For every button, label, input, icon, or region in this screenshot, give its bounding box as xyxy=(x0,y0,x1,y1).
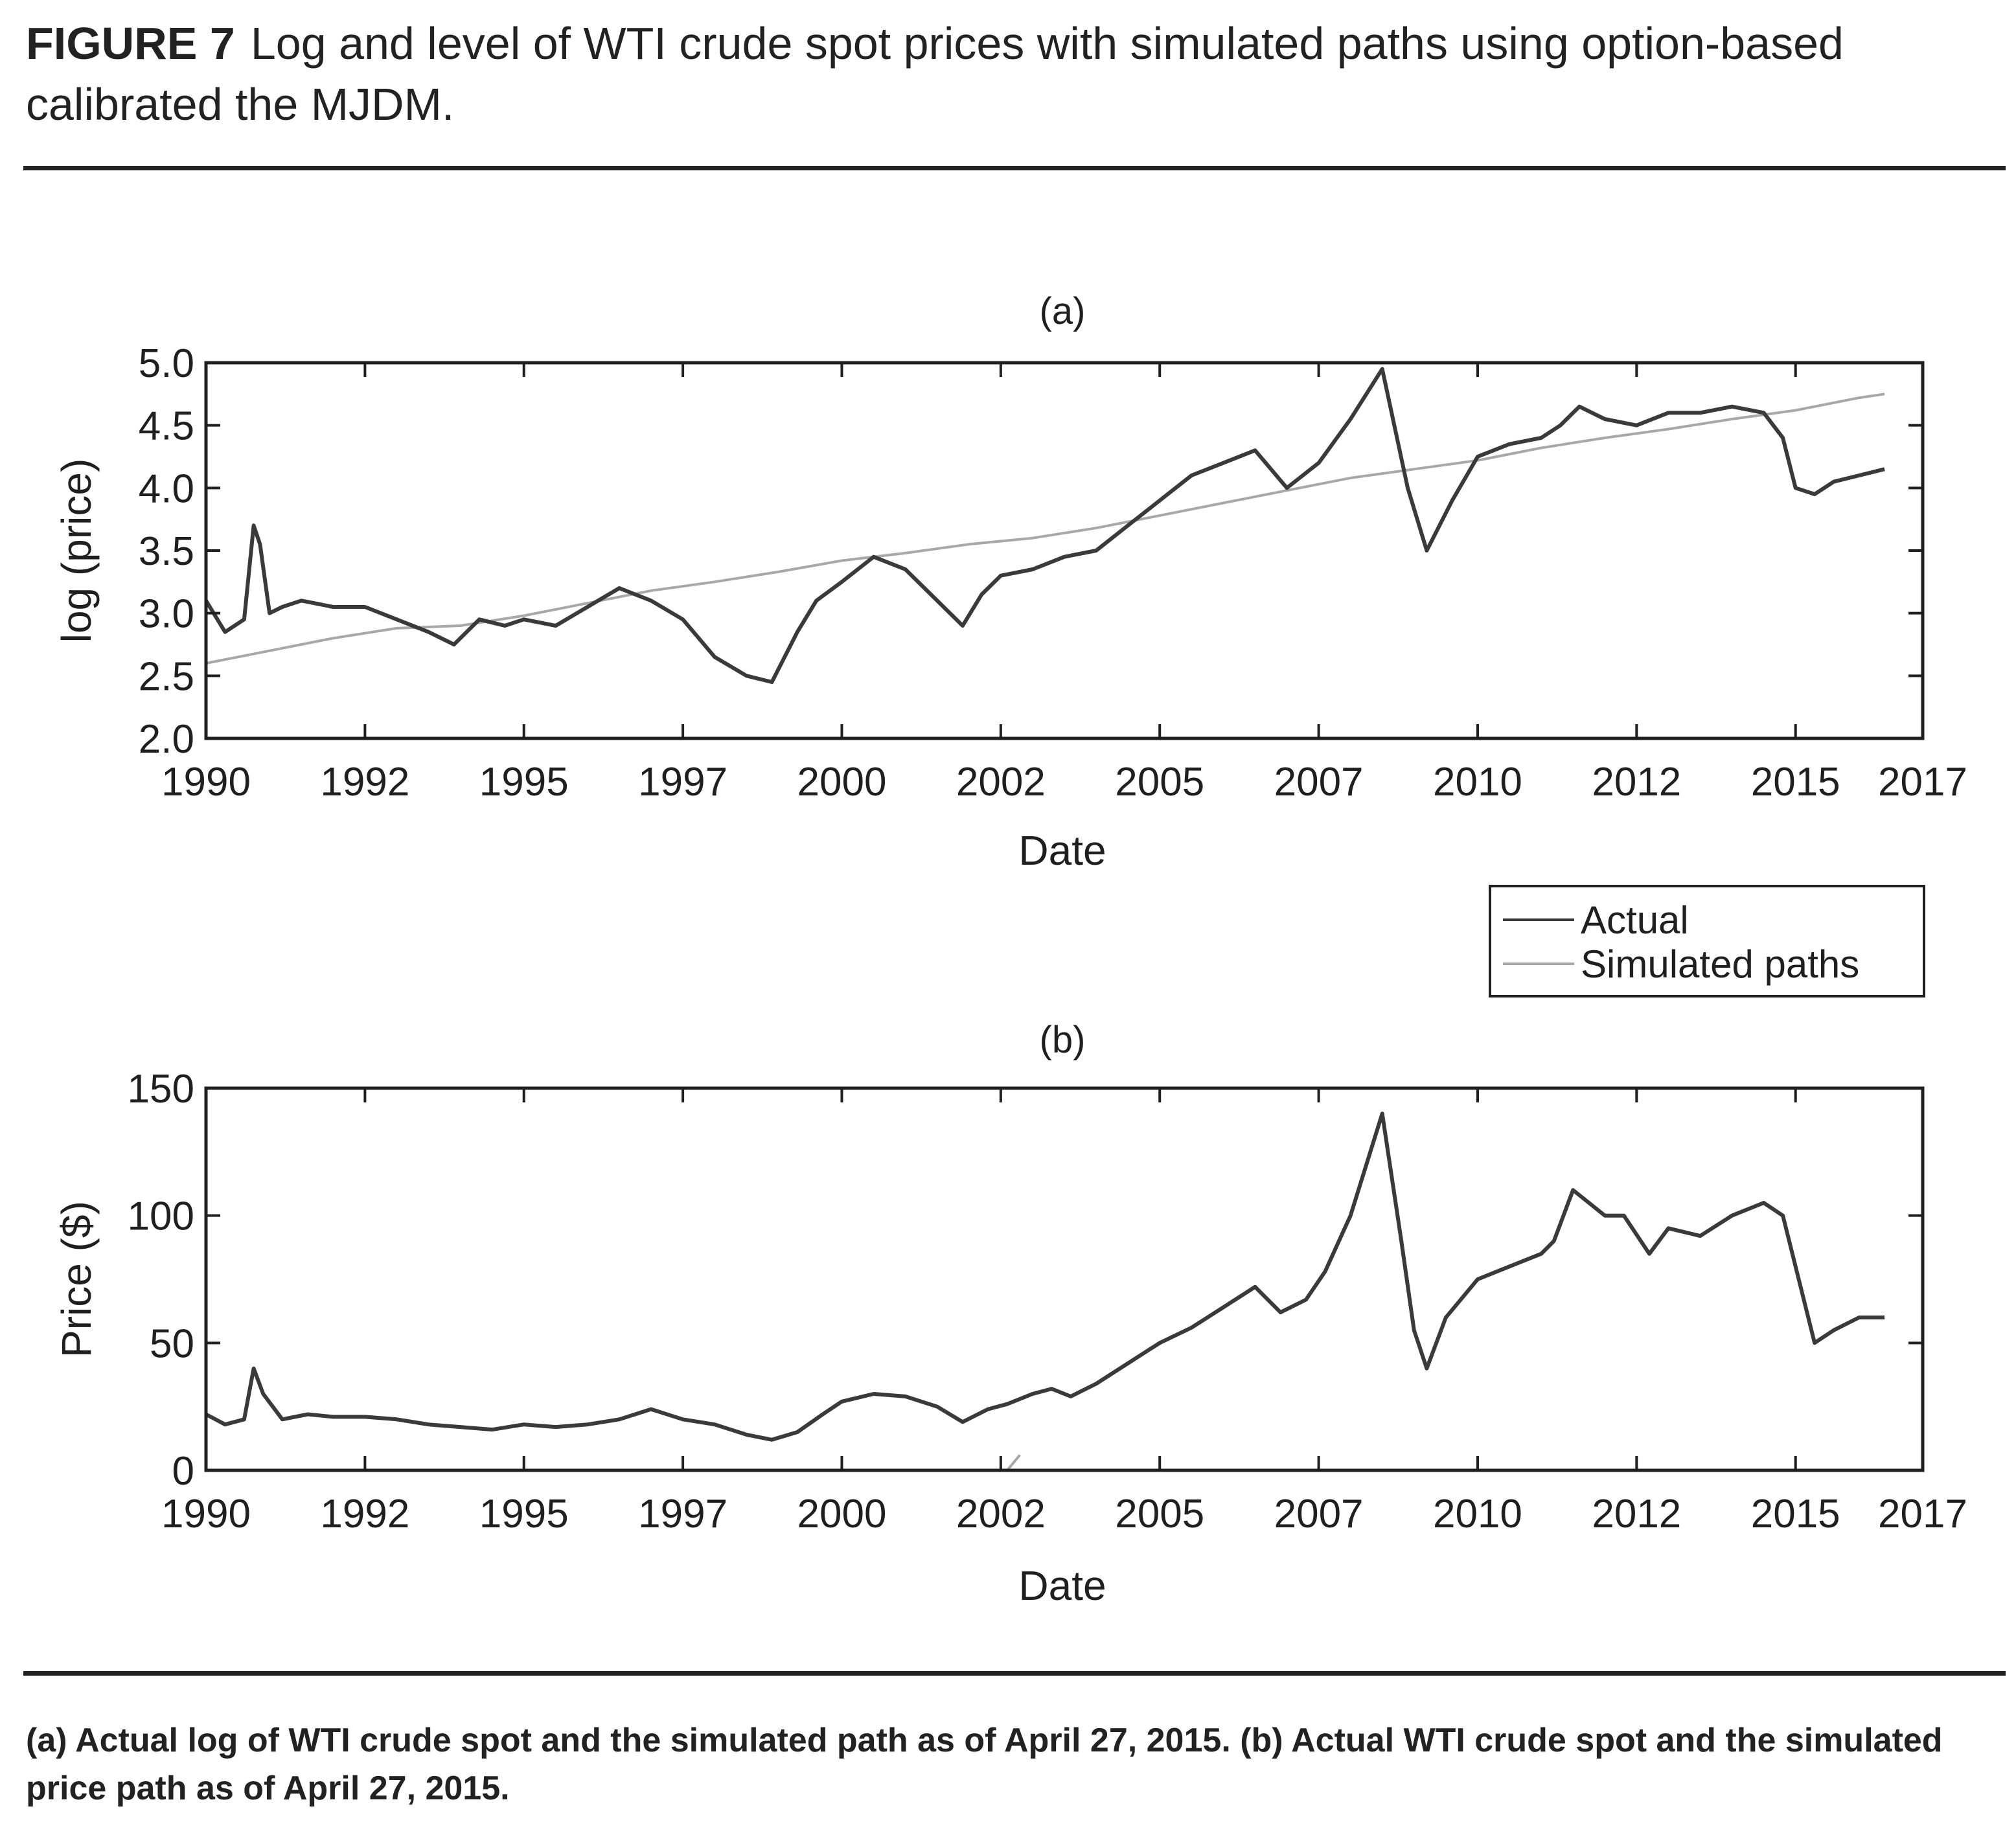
panel-b-series-actual-line xyxy=(205,1111,1885,1442)
figure-footnote: (a) Actual log of WTI crude spot and the… xyxy=(26,1722,1943,1807)
panel-b-x-tick-label: 1997 xyxy=(638,1492,727,1536)
panel-a-x-tick-label: 2015 xyxy=(1751,760,1840,804)
legend-box xyxy=(1489,885,1925,997)
panel-a-x-tick-label: 1995 xyxy=(479,760,569,804)
panel-a-y-tick-label: 3.0 xyxy=(139,592,194,637)
panel-a-series-simulated-line xyxy=(205,393,1885,665)
panel-a-y-tick-label: 2.0 xyxy=(139,717,194,762)
panel-b-x-axis-title: Date xyxy=(1018,1562,1106,1609)
panel-a-x-tick-label: 2007 xyxy=(1274,760,1364,804)
panel-b-y-axis-title: Price ($) xyxy=(53,1201,100,1358)
panel-b-x-tick-label: 2000 xyxy=(797,1492,887,1536)
top-rule xyxy=(23,166,2006,170)
panel-a-x-tick-label: 1990 xyxy=(161,760,251,804)
panel-b-series-simulated-line xyxy=(1006,1454,1021,1472)
panel-b-y-tick-label: 0 xyxy=(172,1449,194,1494)
panel-a-plot-frame xyxy=(204,361,1925,740)
panel-b-x-tick-label: 2002 xyxy=(956,1492,1046,1536)
bottom-rule xyxy=(23,1671,2006,1676)
panel-a-x-axis-title: Date xyxy=(1018,827,1106,874)
panel-b-x-tick-label: 1990 xyxy=(161,1492,251,1536)
panel-a-y-tick-label: 5.0 xyxy=(139,341,194,386)
panel-b-x-tick-label: 1995 xyxy=(479,1492,569,1536)
panel-a-y-axis-title: log (price) xyxy=(53,459,100,643)
panel-b-title: (b) xyxy=(1040,1019,1086,1061)
panel-b-y-tick-label: 100 xyxy=(128,1194,194,1239)
panel-b-x-tick-label: 2005 xyxy=(1115,1492,1204,1536)
panel-a-x-tick-label: 2005 xyxy=(1115,760,1204,804)
legend: Actual Simulated paths xyxy=(1489,885,1925,997)
panel-b-x-tick-label: 2015 xyxy=(1751,1492,1840,1536)
panel-a-series-actual-line xyxy=(204,367,1885,684)
panel-a-x-tick-label: 1997 xyxy=(638,760,727,804)
panel-a-y-tick-label: 4.0 xyxy=(139,466,194,511)
panel-b-y-tick-label: 50 xyxy=(150,1321,194,1366)
panel-a-y-tick-label: 2.5 xyxy=(139,654,194,699)
panel-a-x-tick-label: 2002 xyxy=(956,760,1046,804)
panel-b-x-tick-label: 2007 xyxy=(1274,1492,1364,1536)
panel-a-x-tick-label: 2012 xyxy=(1592,760,1681,804)
panel-b-x-tick-label: 2017 xyxy=(1878,1492,1967,1536)
figure-label: FIGURE 7 xyxy=(26,18,235,69)
panel-a-title: (a) xyxy=(1040,290,1086,332)
panel-a-x-tick-label: 2017 xyxy=(1878,760,1967,804)
panel-a-y-tick-label: 4.5 xyxy=(139,404,194,449)
panel-b-x-tick-label: 2012 xyxy=(1592,1492,1681,1536)
panel-a-x-tick-label: 1992 xyxy=(320,760,409,804)
panel-b-plot-frame xyxy=(204,1086,1925,1472)
figure-caption: FIGURE 7 Log and level of WTI crude spot … xyxy=(26,13,1995,135)
legend-actual-label: Actual xyxy=(1581,898,1689,942)
panel-a-y-tick-label: 3.5 xyxy=(139,529,194,574)
figure-title: Log and level of WTI crude spot prices w… xyxy=(26,18,1844,130)
panel-a-x-tick-label: 2000 xyxy=(797,760,887,804)
panel-a-x-tick-label: 2010 xyxy=(1433,760,1522,804)
panel-b: (b) 1990 1992 1995 1997 2000 2002 2005 2007 2010… xyxy=(53,1019,1967,1609)
panel-b-x-tick-label: 1992 xyxy=(320,1492,409,1536)
panel-b-y-tick-label: 150 xyxy=(128,1067,194,1111)
panel-b-x-tick-label: 2010 xyxy=(1433,1492,1522,1536)
legend-simulated-label: Simulated paths xyxy=(1581,942,1859,986)
panel-a: (a) 1990 1992 1995 1997 2000 2002 2005 2007 2010… xyxy=(53,290,1967,874)
